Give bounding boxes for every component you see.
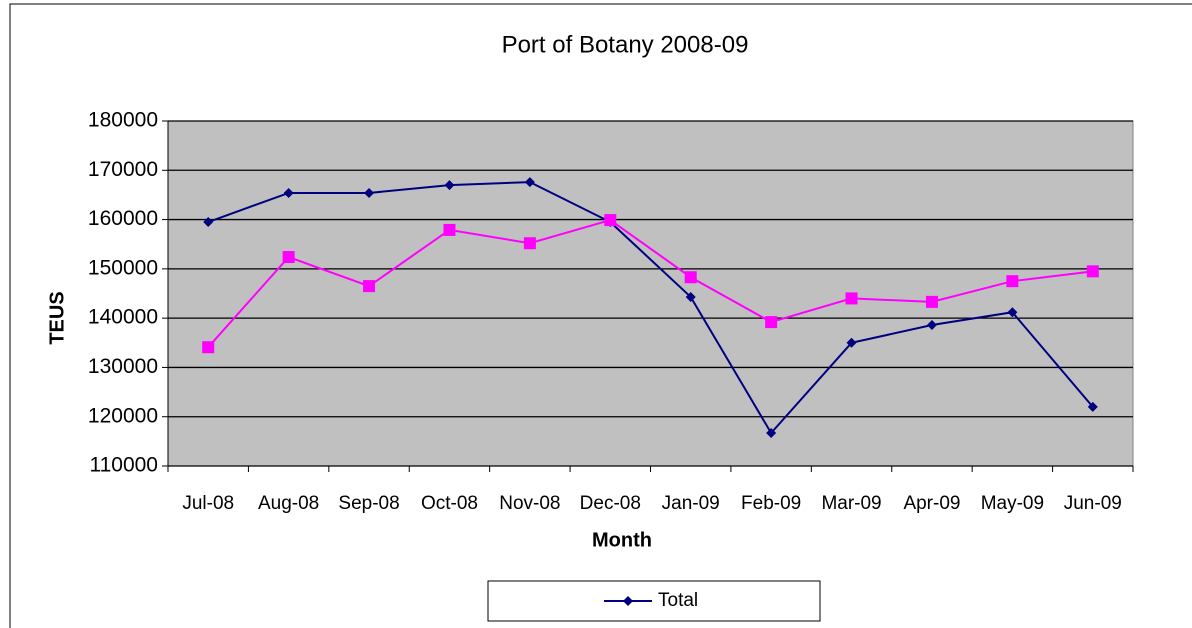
y-tick-label: 140000 <box>88 306 158 329</box>
x-tick-label: Jul-08 <box>182 493 234 514</box>
marker <box>524 177 535 188</box>
marker <box>364 187 375 198</box>
x-tick-label: Dec-08 <box>580 493 641 514</box>
x-tick-label: Feb-09 <box>741 493 801 514</box>
y-axis-label: TEUS <box>46 291 68 344</box>
x-tick-label: Nov-08 <box>499 493 560 514</box>
marker <box>845 292 858 305</box>
y-tick-label: 150000 <box>88 256 158 279</box>
marker <box>623 596 633 606</box>
y-tick-label: 170000 <box>88 158 158 181</box>
series-line <box>207 181 1094 435</box>
chart-title: Port of Botany 2008-09 <box>502 31 749 58</box>
marker <box>283 187 294 198</box>
series-line <box>207 218 1093 348</box>
x-tick-label: Jun-09 <box>1064 493 1122 514</box>
marker <box>925 295 938 308</box>
marker <box>1006 275 1019 288</box>
marker <box>523 237 536 250</box>
marker <box>1086 265 1099 278</box>
marker <box>926 320 937 331</box>
x-axis-label: Month <box>592 529 652 551</box>
y-tick-label: 120000 <box>88 404 158 427</box>
marker <box>604 214 617 227</box>
marker <box>443 223 456 236</box>
marker <box>282 251 295 264</box>
plot-area <box>167 120 1134 467</box>
x-tick-label: Jan-09 <box>662 493 720 514</box>
x-tick-label: May-09 <box>981 493 1044 514</box>
marker <box>203 217 214 228</box>
legend-label: Total <box>658 590 698 611</box>
x-tick-label: Apr-09 <box>903 493 960 514</box>
marker <box>1087 401 1098 412</box>
x-tick-label: Sep-08 <box>338 493 399 514</box>
y-tick-label: 160000 <box>88 207 158 230</box>
marker <box>685 291 696 302</box>
x-tick-label: Oct-08 <box>421 493 478 514</box>
marker <box>846 337 857 348</box>
marker <box>766 427 777 438</box>
marker <box>1007 307 1018 318</box>
x-tick-label: Aug-08 <box>258 493 319 514</box>
marker <box>765 316 778 329</box>
legend-box <box>487 580 821 622</box>
marker <box>444 180 455 191</box>
y-tick-label: 130000 <box>88 355 158 378</box>
marker <box>363 280 376 293</box>
marker <box>684 271 697 284</box>
y-tick-label: 110000 <box>89 454 158 477</box>
marker <box>202 341 215 354</box>
y-tick-label: 180000 <box>88 109 158 132</box>
x-tick-label: Mar-09 <box>821 493 881 514</box>
